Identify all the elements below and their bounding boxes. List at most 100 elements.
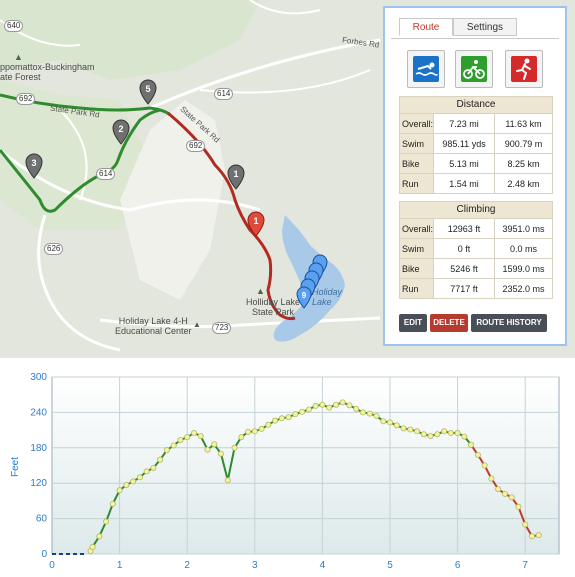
data-point[interactable] bbox=[326, 404, 333, 411]
table-row: Bike 5.13 mi 8.25 km bbox=[400, 153, 552, 174]
data-point[interactable] bbox=[190, 430, 197, 437]
data-point[interactable] bbox=[427, 433, 434, 440]
table-row: Bike 5246 ft 1599.0 ms bbox=[400, 258, 552, 279]
data-point[interactable] bbox=[454, 430, 461, 437]
data-point[interactable] bbox=[96, 533, 103, 540]
data-point[interactable] bbox=[103, 518, 110, 525]
tab-settings[interactable]: Settings bbox=[453, 18, 517, 36]
data-point[interactable] bbox=[265, 421, 272, 428]
data-point[interactable] bbox=[339, 399, 346, 406]
series-layer bbox=[52, 399, 542, 555]
table-row: Swim 985.11 yds 900.79 m bbox=[400, 133, 552, 154]
data-point[interactable] bbox=[373, 412, 380, 419]
data-point[interactable] bbox=[130, 478, 137, 485]
data-point[interactable] bbox=[292, 411, 299, 418]
data-point[interactable] bbox=[217, 450, 224, 457]
climbing-title: Climbing bbox=[400, 202, 552, 218]
data-point[interactable] bbox=[393, 422, 400, 429]
route-bike bbox=[0, 93, 172, 117]
grid bbox=[52, 376, 559, 555]
climbing-table: Climbing Overall: 12963 ft 3951.0 ms Swim 0… bbox=[399, 201, 553, 299]
data-point[interactable] bbox=[285, 414, 292, 421]
data-point[interactable] bbox=[299, 408, 306, 415]
data-point[interactable] bbox=[89, 543, 96, 550]
data-point[interactable] bbox=[123, 481, 130, 488]
data-point[interactable] bbox=[474, 451, 481, 458]
x-tick-label: 1 bbox=[117, 560, 123, 571]
road bbox=[149, 38, 381, 110]
route-map[interactable]: ppomattox-Buckingham ate Forest State Par… bbox=[0, 0, 575, 358]
tick-labels: 0 60 120 180 240 300 0 1 2 3 4 5 6 7 bbox=[30, 372, 528, 571]
distance-title: Distance bbox=[400, 97, 552, 113]
value-metric: 900.79 m bbox=[494, 133, 552, 154]
data-point[interactable] bbox=[528, 533, 535, 540]
data-point[interactable] bbox=[143, 468, 150, 475]
data-point[interactable] bbox=[515, 503, 522, 510]
data-point[interactable] bbox=[508, 494, 515, 501]
data-point[interactable] bbox=[177, 437, 184, 444]
data-point[interactable] bbox=[238, 434, 245, 441]
data-point[interactable] bbox=[400, 425, 407, 432]
table-row: Swim 0 ft 0.0 ms bbox=[400, 238, 552, 259]
data-point[interactable] bbox=[312, 402, 319, 409]
data-point[interactable] bbox=[407, 426, 414, 433]
data-point[interactable] bbox=[211, 441, 218, 448]
data-point[interactable] bbox=[150, 464, 157, 471]
data-point[interactable] bbox=[495, 486, 502, 493]
data-point[interactable] bbox=[204, 446, 211, 453]
data-point[interactable] bbox=[251, 428, 258, 435]
data-point[interactable] bbox=[441, 428, 448, 435]
data-point[interactable] bbox=[380, 418, 387, 425]
data-point[interactable] bbox=[258, 425, 265, 432]
data-point[interactable] bbox=[501, 490, 508, 497]
value-imperial: 985.11 yds bbox=[433, 133, 496, 154]
x-tick-label: 3 bbox=[252, 560, 258, 571]
data-point[interactable] bbox=[245, 428, 252, 435]
data-point[interactable] bbox=[468, 441, 475, 448]
data-point[interactable] bbox=[434, 431, 441, 438]
row-label: Run bbox=[400, 278, 435, 298]
data-point[interactable] bbox=[420, 431, 427, 438]
data-point[interactable] bbox=[366, 410, 373, 417]
data-point[interactable] bbox=[386, 419, 393, 426]
data-point[interactable] bbox=[461, 433, 468, 440]
data-point[interactable] bbox=[136, 474, 143, 481]
data-point[interactable] bbox=[163, 447, 170, 454]
data-point[interactable] bbox=[447, 430, 454, 437]
swim-button[interactable] bbox=[407, 50, 445, 88]
data-point[interactable] bbox=[305, 406, 312, 413]
forest-area bbox=[0, 80, 150, 230]
edit-button[interactable]: EDIT bbox=[399, 314, 427, 332]
run-icon bbox=[511, 56, 537, 82]
data-point[interactable] bbox=[353, 405, 360, 412]
data-point[interactable] bbox=[535, 532, 542, 539]
panel-actions: EDIT DELETE ROUTE HISTORY bbox=[399, 314, 547, 332]
run-button[interactable] bbox=[505, 50, 543, 88]
delete-button[interactable]: DELETE bbox=[430, 314, 468, 332]
data-point[interactable] bbox=[319, 401, 326, 408]
data-point[interactable] bbox=[414, 428, 421, 435]
route-history-button[interactable]: ROUTE HISTORY bbox=[471, 314, 547, 332]
data-point[interactable] bbox=[116, 487, 123, 494]
y-tick-label: 240 bbox=[30, 407, 47, 418]
data-point[interactable] bbox=[109, 500, 116, 507]
data-point[interactable] bbox=[522, 521, 529, 528]
data-point[interactable] bbox=[332, 401, 339, 408]
bike-button[interactable] bbox=[455, 50, 493, 88]
data-point[interactable] bbox=[278, 415, 285, 422]
data-point[interactable] bbox=[197, 433, 204, 440]
data-point[interactable] bbox=[481, 462, 488, 469]
data-point[interactable] bbox=[157, 456, 164, 463]
data-point[interactable] bbox=[359, 409, 366, 416]
tab-route[interactable]: Route bbox=[399, 18, 453, 36]
data-point[interactable] bbox=[488, 475, 495, 482]
data-point[interactable] bbox=[231, 444, 238, 451]
data-point[interactable] bbox=[184, 434, 191, 441]
road bbox=[59, 109, 88, 201]
forest-area bbox=[0, 0, 260, 80]
data-point[interactable] bbox=[346, 402, 353, 409]
route-shield: 692 bbox=[186, 140, 206, 152]
data-point[interactable] bbox=[170, 442, 177, 449]
data-point[interactable] bbox=[224, 477, 231, 484]
data-point[interactable] bbox=[272, 417, 279, 424]
